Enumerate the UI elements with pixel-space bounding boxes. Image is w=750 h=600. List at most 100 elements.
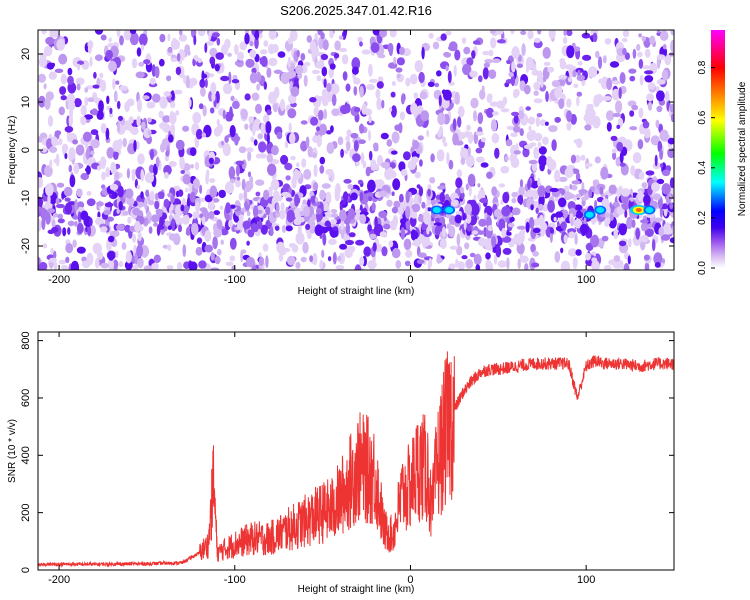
spectrogram-cell — [618, 223, 627, 236]
spectrogram-cell — [76, 188, 83, 198]
spectrogram-cell — [171, 218, 176, 232]
spectrogram-cell — [193, 35, 197, 46]
spectrogram-cell — [166, 265, 174, 270]
spectrogram-cell — [477, 183, 481, 188]
spectrogram-cell — [324, 221, 331, 227]
spectrogram-cell — [41, 30, 47, 35]
spectrogram-cell — [400, 169, 408, 177]
spectrogram-cell — [559, 60, 567, 70]
spectrogram-cell — [76, 83, 81, 91]
spectrogram-cell — [67, 100, 76, 111]
spectrogram-cell — [196, 237, 203, 244]
spectrogram-cell — [644, 70, 654, 75]
spectrogram-cell — [345, 135, 351, 142]
spectrogram-cell — [608, 184, 617, 195]
spectrogram-cell — [293, 207, 302, 219]
spectrogram-cell — [342, 71, 348, 81]
spectrogram-cell — [521, 228, 525, 237]
spectrogram-cell — [656, 90, 665, 102]
spectrogram-cell — [276, 131, 283, 140]
spectrogram-cell — [631, 219, 636, 229]
spectrogram-cell — [637, 139, 644, 150]
spectrogram-cell — [560, 221, 567, 230]
snr-series-line — [38, 351, 674, 568]
spectrogram-cell — [123, 30, 131, 41]
spectrogram-cell — [540, 78, 544, 88]
spectrogram-cell — [388, 107, 393, 112]
spectrogram-cell — [173, 89, 183, 95]
spectrogram-cell — [154, 66, 160, 79]
spectrogram-cell — [500, 199, 504, 205]
spectrogram-cell — [204, 194, 213, 203]
spectrogram-cell — [572, 257, 578, 269]
spectrogram-cell — [91, 108, 98, 116]
spectrogram-cell — [488, 69, 497, 79]
spectrogram-cell — [538, 155, 548, 167]
spectrogram-cell — [526, 130, 536, 142]
spectrogram-cell — [334, 40, 341, 51]
spectrogram-cell — [664, 53, 672, 66]
spectrogram-cell — [115, 80, 120, 85]
snr-frame — [37, 331, 675, 571]
spectrogram-cell — [101, 171, 106, 181]
spectrogram-cell — [60, 95, 67, 101]
spectrogram-cell — [228, 219, 234, 228]
spectrogram-cell — [566, 98, 572, 108]
spectrogram-cell — [329, 30, 334, 39]
spectrogram-cell — [56, 182, 65, 188]
spectrogram-cell — [309, 40, 317, 52]
spectrogram-cell — [405, 77, 411, 87]
spectrogram-cell — [533, 90, 539, 96]
spectrogram-cell — [437, 112, 446, 126]
spectrogram-cell — [87, 43, 92, 54]
spectrogram-cell — [364, 108, 372, 116]
spectrogram-cell — [222, 83, 233, 95]
spectrogram-cell — [313, 164, 318, 178]
spectrogram-cell — [225, 114, 233, 122]
spectrogram-cell — [124, 224, 131, 233]
spectrogram-cell — [393, 200, 401, 209]
spectrogram-cell — [334, 188, 341, 202]
spectrogram-cell — [136, 201, 145, 208]
spectrogram-cell — [595, 50, 600, 59]
spectrogram-cell — [355, 209, 362, 215]
spectrogram-cell — [573, 83, 579, 89]
spectrogram-cell — [325, 168, 334, 176]
spectrogram-cell — [323, 108, 328, 120]
spectrogram-cell — [649, 35, 656, 45]
spectrogram-cell — [287, 56, 291, 68]
spectrogram-cell — [224, 38, 231, 49]
spectrogram-cell — [638, 171, 645, 180]
spectrogram-cell — [167, 33, 171, 42]
spectrogram-cell — [611, 148, 617, 154]
spectrogram-cell — [100, 156, 107, 169]
spectrogram-cell — [80, 104, 87, 116]
spectrogram-cell — [265, 255, 269, 268]
spectrogram-cell — [314, 224, 323, 236]
spectrogram-cell — [493, 254, 498, 265]
spectrogram-cell — [465, 258, 474, 269]
spectrogram-cell — [100, 123, 107, 134]
spectrogram-cell — [121, 242, 127, 250]
spectrogram-x-label: Height of straight line (km) — [298, 286, 415, 297]
spectrogram-cell — [622, 30, 630, 38]
spectrogram-cell — [106, 147, 115, 159]
spectrogram-cell — [193, 178, 200, 190]
spectrogram-cell — [647, 82, 656, 90]
spectrogram-cell — [340, 148, 344, 158]
spectrogram-cell — [314, 197, 319, 203]
spectrogram-cell — [284, 162, 293, 171]
spectrogram-cell — [332, 226, 339, 232]
spectrogram-cell — [262, 114, 270, 123]
spectrogram-cell — [51, 141, 60, 146]
spectrogram-cell — [446, 152, 450, 165]
spectrogram-cell — [576, 96, 580, 107]
spectrogram-cell — [167, 225, 172, 231]
spectrogram-cell — [84, 96, 89, 107]
spectrogram-cell — [147, 200, 155, 206]
spectrogram-cell — [170, 101, 176, 109]
spectrogram-cell — [259, 49, 268, 55]
spectrogram-cell — [151, 262, 159, 270]
spectrogram-cell — [94, 257, 100, 269]
spectrogram-cell — [618, 240, 627, 247]
